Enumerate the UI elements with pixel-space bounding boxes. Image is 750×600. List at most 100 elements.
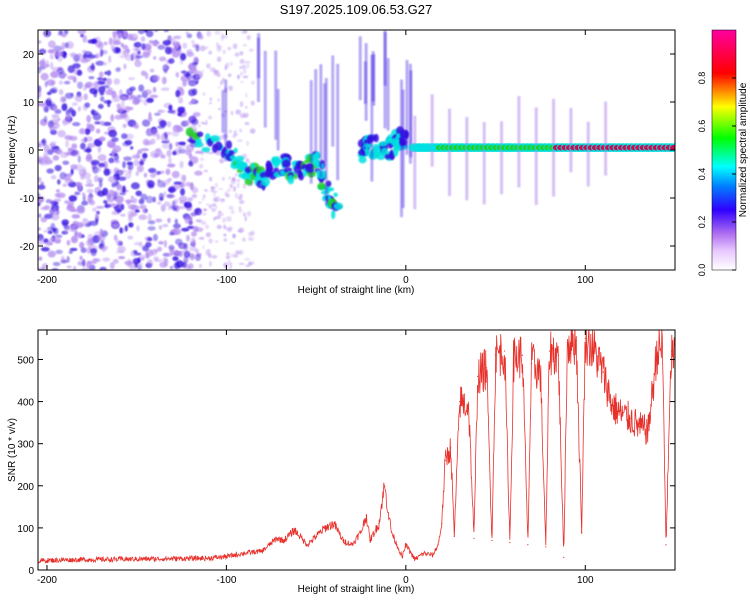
snr-series-line xyxy=(38,330,675,564)
spectrogram-noise-blob xyxy=(53,45,62,52)
spectrogram-noise-blob xyxy=(202,194,206,199)
spectrogram-noise-blob xyxy=(211,203,217,207)
spectrogram-noise-blob xyxy=(61,71,66,80)
spectrogram-noise-blob xyxy=(74,94,83,102)
spectrogram-noise-blob xyxy=(130,211,138,217)
spectrogram-noise-blob xyxy=(59,45,65,52)
spectrogram-noise-blob xyxy=(108,157,115,164)
spectrogram-noise-blob xyxy=(224,226,228,230)
spectrogram-noise-blob xyxy=(206,63,211,69)
spectrogram-noise-blob xyxy=(140,193,148,201)
snr-point xyxy=(611,405,613,407)
spectrogram-noise-blob xyxy=(97,103,104,109)
spectrogram-noise-blob xyxy=(216,56,222,63)
snr-point xyxy=(670,350,673,352)
spectrogram-noise-blob xyxy=(162,223,169,228)
spectrogram-noise-blob xyxy=(167,110,175,114)
spectrogram-noise-blob xyxy=(246,35,251,41)
spectrogram-noise-blob xyxy=(46,168,55,174)
spectrogram-noise-blob xyxy=(162,257,168,263)
spectrogram-noise-blob xyxy=(214,216,219,220)
spectrogram-noise-blob xyxy=(191,98,196,104)
spectrogram-noise-blob xyxy=(95,128,101,134)
spectrogram-noise-blob xyxy=(111,137,119,143)
spectrogram-noise-blob xyxy=(163,239,167,248)
spectrogram-noise-blob xyxy=(117,32,123,38)
spectrogram-noise-blob xyxy=(145,30,154,38)
spectrogram-noise-blob xyxy=(66,239,71,246)
spectrogram-noise-blob xyxy=(180,77,186,81)
spectrogram-noise-blob xyxy=(61,33,67,38)
spectrogram-noise-blob xyxy=(242,75,249,79)
spectrogram-noise-blob xyxy=(147,128,151,134)
spectrogram-noise-blob xyxy=(205,232,212,238)
snr-axes: -200 -100 0 100 0 100 200 300 400 500 xyxy=(17,330,675,586)
spectrogram-noise-blob xyxy=(112,258,119,265)
spectrogram-noise-blob xyxy=(94,121,101,125)
snr-point xyxy=(369,539,371,542)
spectrogram-noise-blob xyxy=(122,44,129,50)
spectrogram-track-blob xyxy=(373,143,379,151)
snr-point xyxy=(171,558,174,560)
spectrogram-noise-blob xyxy=(113,78,121,85)
spectrogram-ytick-label: 0 xyxy=(28,146,34,157)
spectrogram-noise-blob xyxy=(47,96,52,102)
spectrogram-noise-blob xyxy=(232,43,238,50)
snr-point xyxy=(491,539,493,542)
spectrogram-noise-blob xyxy=(146,259,154,268)
spectrogram-noise-blob xyxy=(52,155,60,161)
snr-ytick-label: 200 xyxy=(17,482,34,493)
spectrogram-noise-blob xyxy=(188,160,192,164)
spectrogram-track-blob xyxy=(211,137,220,143)
spectrogram-noise-blob xyxy=(68,250,73,254)
spectrogram-noise-blob xyxy=(199,263,202,268)
spectrogram-noise-blob xyxy=(71,214,81,219)
spectrogram-noise-blob xyxy=(86,114,92,123)
spectrogram-noise-blob xyxy=(44,213,54,219)
spectrogram-noise-blob xyxy=(126,161,134,166)
spectrogram-noise-blob xyxy=(107,87,113,92)
spectrogram-noise-blob xyxy=(138,84,145,92)
spectrogram-noise-blob xyxy=(93,174,99,183)
spectrogram-noise-blob xyxy=(53,198,61,202)
snr-point xyxy=(378,523,380,525)
spectrogram-noise-blob xyxy=(84,172,91,180)
spectrogram-noise-blob xyxy=(40,247,50,252)
carrier-sideband xyxy=(569,107,573,173)
spectrogram-noise-blob xyxy=(128,77,135,81)
spectrogram-noise-blob xyxy=(107,142,116,148)
spectrogram-noise-blob xyxy=(194,170,203,176)
snr-ylabel: SNR (10 * v/v) xyxy=(7,418,18,482)
spectrogram-noise-blob xyxy=(238,208,243,213)
spectrogram-noise-blob xyxy=(185,120,190,127)
spectrogram-noise-blob xyxy=(94,54,99,59)
spectrogram-noise-blob xyxy=(45,198,52,204)
spectrogram-noise-blob xyxy=(238,206,242,210)
snr-point xyxy=(333,523,335,525)
spectrogram-noise-blob xyxy=(202,245,205,250)
snr-point xyxy=(207,557,210,559)
spectrogram-noise-blob xyxy=(38,176,42,183)
spectrogram-noise-blob xyxy=(227,259,231,265)
spectrogram-noise-blob xyxy=(72,121,81,127)
snr-point xyxy=(509,542,511,544)
spectrogram-noise-blob xyxy=(75,182,83,187)
spectrogram-noise-blob xyxy=(185,74,193,80)
spectrogram-noise-blob xyxy=(81,267,90,270)
spectrogram-noise-blob xyxy=(243,68,247,75)
spectrogram-noise-blob xyxy=(190,240,196,246)
spectrogram-noise-blob xyxy=(220,212,224,216)
spectrogram-noise-blob xyxy=(178,148,187,154)
spectrogram-noise-blob xyxy=(82,54,88,59)
spectrogram-noise-blob xyxy=(38,158,46,164)
spectrogram-noise-blob xyxy=(185,31,189,35)
spectrogram-noise-blob xyxy=(228,176,232,180)
spectrogram-noise-blob xyxy=(117,107,123,114)
spectrogram-noise-blob xyxy=(104,204,111,209)
spectrogram-track-blob xyxy=(233,147,238,154)
spectrogram-noise-blob xyxy=(182,174,186,183)
spectrogram-streak xyxy=(383,32,387,86)
spectrogram-noise-blob xyxy=(86,146,92,153)
spectrogram-noise-blob xyxy=(98,71,104,78)
spectrogram-noise-blob xyxy=(92,207,97,212)
